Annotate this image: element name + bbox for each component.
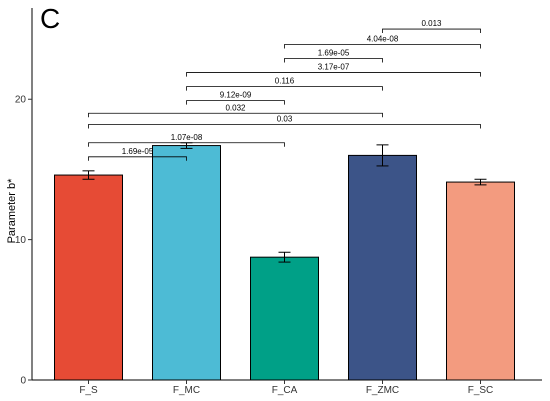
p-value-label: 1.69e-05 [318,49,350,58]
y-tick-label: 10 [15,235,27,246]
comparison-bracket: 0.032 [88,103,383,118]
error-bars [82,142,487,263]
bracket-line [88,142,285,147]
p-value-label: 1.07e-08 [171,133,203,142]
y-axis-ticks: 0 10 20 [15,95,32,387]
bar-f-zmc [348,154,417,381]
p-value-label: 4.04e-08 [367,34,399,43]
x-tick-label: F_SC [468,385,494,396]
bracket-line [88,156,187,161]
y-tick-label: 0 [20,376,26,387]
p-value-label: 1.69e-05 [122,147,154,156]
comparison-bracket: 4.04e-08 [284,34,481,49]
comparison-bracket: 3.17e-07 [186,63,481,77]
comparison-bracket: 1.69e-05 [88,147,187,161]
comparison-bracket: 1.07e-08 [88,133,285,147]
comparison-bracket: 9.12e-09 [186,91,285,105]
bracket-line [88,112,383,118]
comparison-bracket: 1.69e-05 [284,49,383,63]
panel-label: C [40,3,60,34]
y-tick-label: 20 [15,95,27,106]
x-tick-label: F_MC [173,385,200,396]
p-value-label: 9.12e-09 [220,91,252,100]
x-tick-label: F_CA [272,385,298,396]
bracket-line [284,58,383,63]
bracket-line [186,72,481,77]
p-value-label: 0.116 [275,77,295,86]
x-axis-ticks: F_S F_MC F_CA F_ZMC F_SC [79,380,493,396]
x-tick-label: F_ZMC [366,385,399,396]
p-value-label: 0.032 [225,103,246,112]
bars [54,145,515,381]
p-value-label: 3.17e-07 [318,63,350,72]
bracket-line [88,124,481,129]
bracket-line [186,86,383,91]
comparison-bracket: 0.116 [186,77,383,91]
significance-brackets: 1.69e-05 1.07e-08 0.03 0.032 9.12e-09 0.116 3.… [88,19,481,161]
bar-f-s [54,174,123,381]
comparison-bracket: 0.03 [88,115,481,129]
x-tick-label: F_S [79,385,98,396]
bar-f-ca [250,256,319,381]
p-value-label: 0.03 [277,115,293,124]
comparison-bracket: 0.013 [382,19,481,34]
bracket-line [284,44,481,49]
y-axis-title: Parameter b* [6,178,18,244]
bar-f-mc [152,145,221,381]
p-value-label: 0.013 [421,19,442,28]
bracket-line [186,100,285,105]
bracket-line [382,28,481,34]
bar-f-sc [446,181,515,381]
